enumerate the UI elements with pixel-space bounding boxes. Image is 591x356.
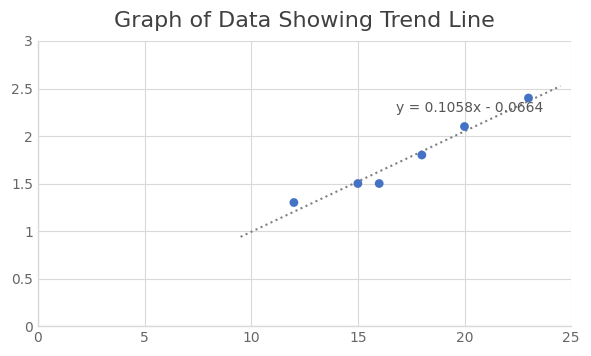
Point — [524, 95, 533, 101]
Point — [417, 152, 427, 158]
Text: y = 0.1058x - 0.0664: y = 0.1058x - 0.0664 — [396, 101, 544, 115]
Point — [375, 180, 384, 186]
Point — [353, 180, 363, 186]
Point — [289, 200, 298, 205]
Title: Graph of Data Showing Trend Line: Graph of Data Showing Trend Line — [114, 11, 495, 31]
Point — [460, 124, 469, 129]
